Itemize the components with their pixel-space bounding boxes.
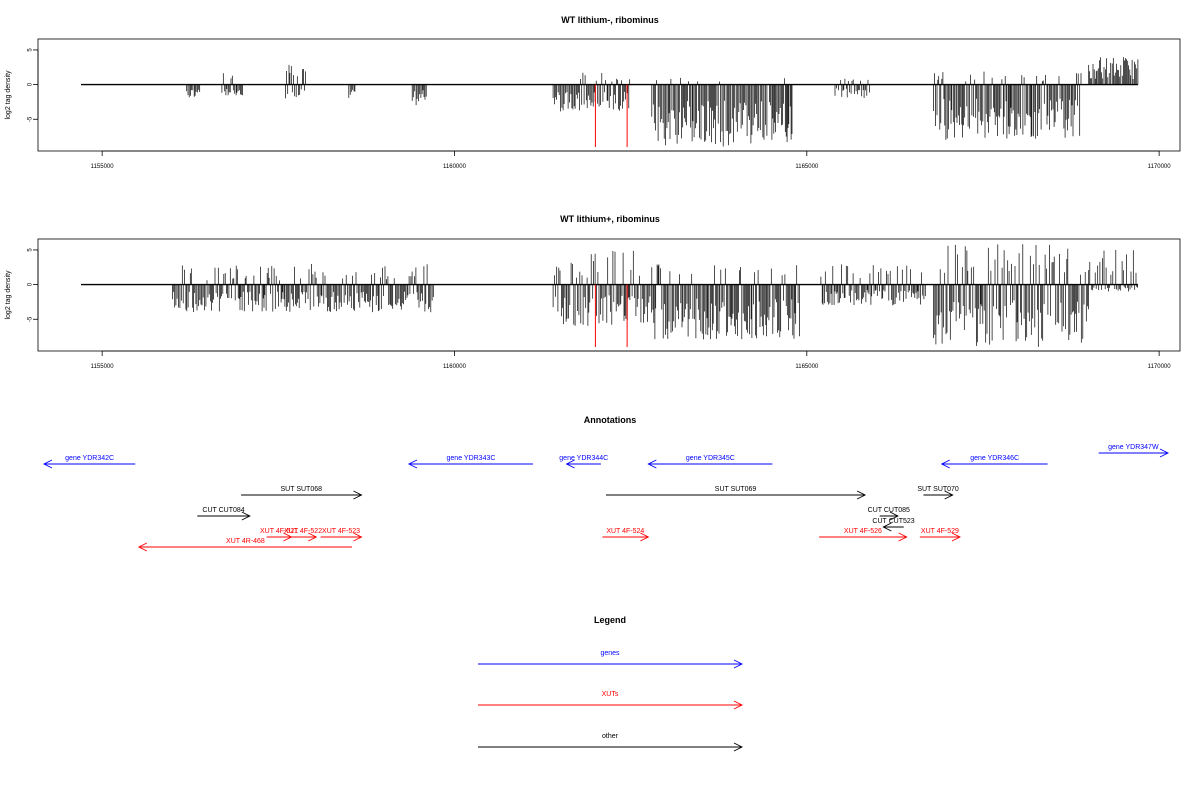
annotation-feature: gene YDR343C [407, 455, 534, 469]
arrow-head [856, 490, 867, 500]
arrow-head [353, 490, 363, 500]
y-tick-label: 5 [28, 48, 34, 52]
feature-label: gene YDR342C [65, 455, 114, 462]
legend-items: genes XUTs other [478, 650, 744, 752]
y-tick-label: -5 [28, 316, 34, 322]
arrow-head [640, 532, 650, 542]
feature-label: CUT CUT523 [872, 518, 914, 525]
arrow-head [565, 459, 575, 469]
legend-item: XUTs [478, 691, 744, 710]
arrow-head [137, 542, 148, 552]
annotation-feature: XUT 4F-523 [320, 528, 363, 542]
x-tick-label: 1160000 [443, 364, 467, 370]
panel-lithium-plus: WT lithium+, ribominus log2 tag density … [5, 214, 1181, 370]
x-tick-label: 1165000 [795, 164, 819, 170]
panel-lithium-minus: WT lithium-, ribominus log2 tag density … [5, 15, 1181, 170]
annotation-feature: CUT CUT084 [197, 507, 251, 521]
feature-label: SUT SUT068 [281, 486, 323, 493]
panel-2-title: WT lithium+, ribominus [560, 214, 660, 224]
arrow-head [308, 532, 318, 542]
annotation-features: gene YDR342C gene YDR343C gene YDR344C gene… [42, 444, 1170, 552]
panel-2-x-axis: 1155000 1160000 1165000 1170000 [91, 350, 1172, 370]
y-tick-label: 0 [28, 282, 34, 286]
arrow-head [951, 532, 961, 542]
feature-label: CUT CUT084 [202, 507, 244, 514]
legend-item: other [478, 733, 744, 752]
arrow-head [733, 659, 744, 669]
feature-label: gene YDR345C [686, 455, 735, 462]
annotation-feature: XUT 4F-524 [602, 528, 650, 542]
x-tick-label: 1160000 [443, 164, 467, 170]
x-tick-label: 1165000 [795, 364, 819, 370]
arrow-head [353, 532, 363, 542]
legend-label: genes [600, 650, 620, 657]
arrow-head [944, 490, 954, 500]
legend-panel: Legend genes XUTs other [478, 615, 744, 752]
annotation-feature: SUT SUT070 [917, 486, 959, 500]
panel-1-bars [81, 57, 1139, 147]
annotation-feature: gene YDR344C [559, 455, 608, 469]
y-tick-label: -5 [28, 116, 34, 122]
arrow-head [241, 511, 251, 521]
legend-label: other [602, 733, 619, 740]
feature-label: XUT 4F-529 [921, 528, 959, 535]
annotation-feature: XUT 4F-529 [919, 528, 961, 542]
panel-2-bars [81, 244, 1138, 347]
annotation-feature: gene YDR345C [647, 455, 773, 469]
annotations-panel: Annotations gene YDR342C gene YDR343C gene… [42, 415, 1170, 552]
arrow-head [407, 459, 418, 469]
arrow-head [42, 459, 53, 469]
legend-title: Legend [594, 615, 626, 625]
feature-label: gene YDR344C [559, 455, 608, 462]
annotation-feature: SUT SUT068 [241, 486, 363, 500]
arrow-head [733, 742, 744, 752]
annotation-feature: gene YDR347W [1098, 444, 1170, 458]
x-tick-label: 1170000 [1148, 164, 1172, 170]
arrow-head [882, 522, 892, 532]
feature-label: XUT 4R-468 [226, 538, 265, 545]
arrow-head [898, 532, 908, 542]
panel-1-markers [594, 84, 628, 147]
annotation-feature: CUT CUT085 [868, 507, 910, 521]
panel-2-ylabel: log2 tag density [5, 270, 12, 320]
feature-label: XUT 4F-522 [284, 528, 322, 535]
feature-label: XUT 4F-526 [844, 528, 882, 535]
feature-label: SUT SUT070 [917, 486, 959, 493]
arrow-head [647, 459, 657, 469]
arrow-head [733, 700, 744, 710]
x-tick-label: 1170000 [1148, 364, 1172, 370]
panel-2-y-axis: -5 0 5 [28, 248, 39, 322]
feature-label: XUT 4F-521 [260, 528, 298, 535]
panel-2-markers [594, 284, 628, 347]
feature-label: CUT CUT085 [868, 507, 910, 514]
arrow-head [1159, 448, 1170, 458]
panel-1-title: WT lithium-, ribominus [561, 15, 659, 25]
annotations-title: Annotations [584, 415, 637, 425]
annotation-feature: XUT 4F-526 [819, 528, 908, 542]
annotation-feature: XUT 4F-522 [284, 528, 322, 542]
feature-label: gene YDR347W [1108, 444, 1159, 451]
panel-1-y-axis: -5 0 5 [28, 48, 39, 122]
arrow-head [940, 459, 950, 469]
x-tick-label: 1155000 [91, 364, 115, 370]
feature-label: XUT 4F-524 [606, 528, 644, 535]
arrow-head [889, 511, 899, 521]
annotation-feature: gene YDR342C [42, 455, 136, 469]
x-tick-label: 1155000 [91, 164, 115, 170]
panel-1-ylabel: log2 tag density [5, 70, 12, 120]
feature-label: gene YDR346C [970, 455, 1019, 462]
y-tick-label: 5 [28, 248, 34, 252]
feature-label: SUT SUT069 [715, 486, 757, 493]
annotation-feature: CUT CUT523 [872, 518, 915, 532]
panel-1-x-axis: 1155000 1160000 1165000 1170000 [91, 150, 1172, 170]
feature-label: gene YDR343C [447, 455, 496, 462]
annotation-feature: gene YDR346C [940, 455, 1048, 469]
legend-item: genes [478, 650, 744, 669]
y-tick-label: 0 [28, 82, 34, 86]
feature-label: XUT 4F-523 [322, 528, 360, 535]
annotation-feature: XUT 4R-468 [137, 538, 353, 552]
annotation-feature: SUT SUT069 [606, 486, 867, 500]
legend-label: XUTs [602, 691, 619, 698]
